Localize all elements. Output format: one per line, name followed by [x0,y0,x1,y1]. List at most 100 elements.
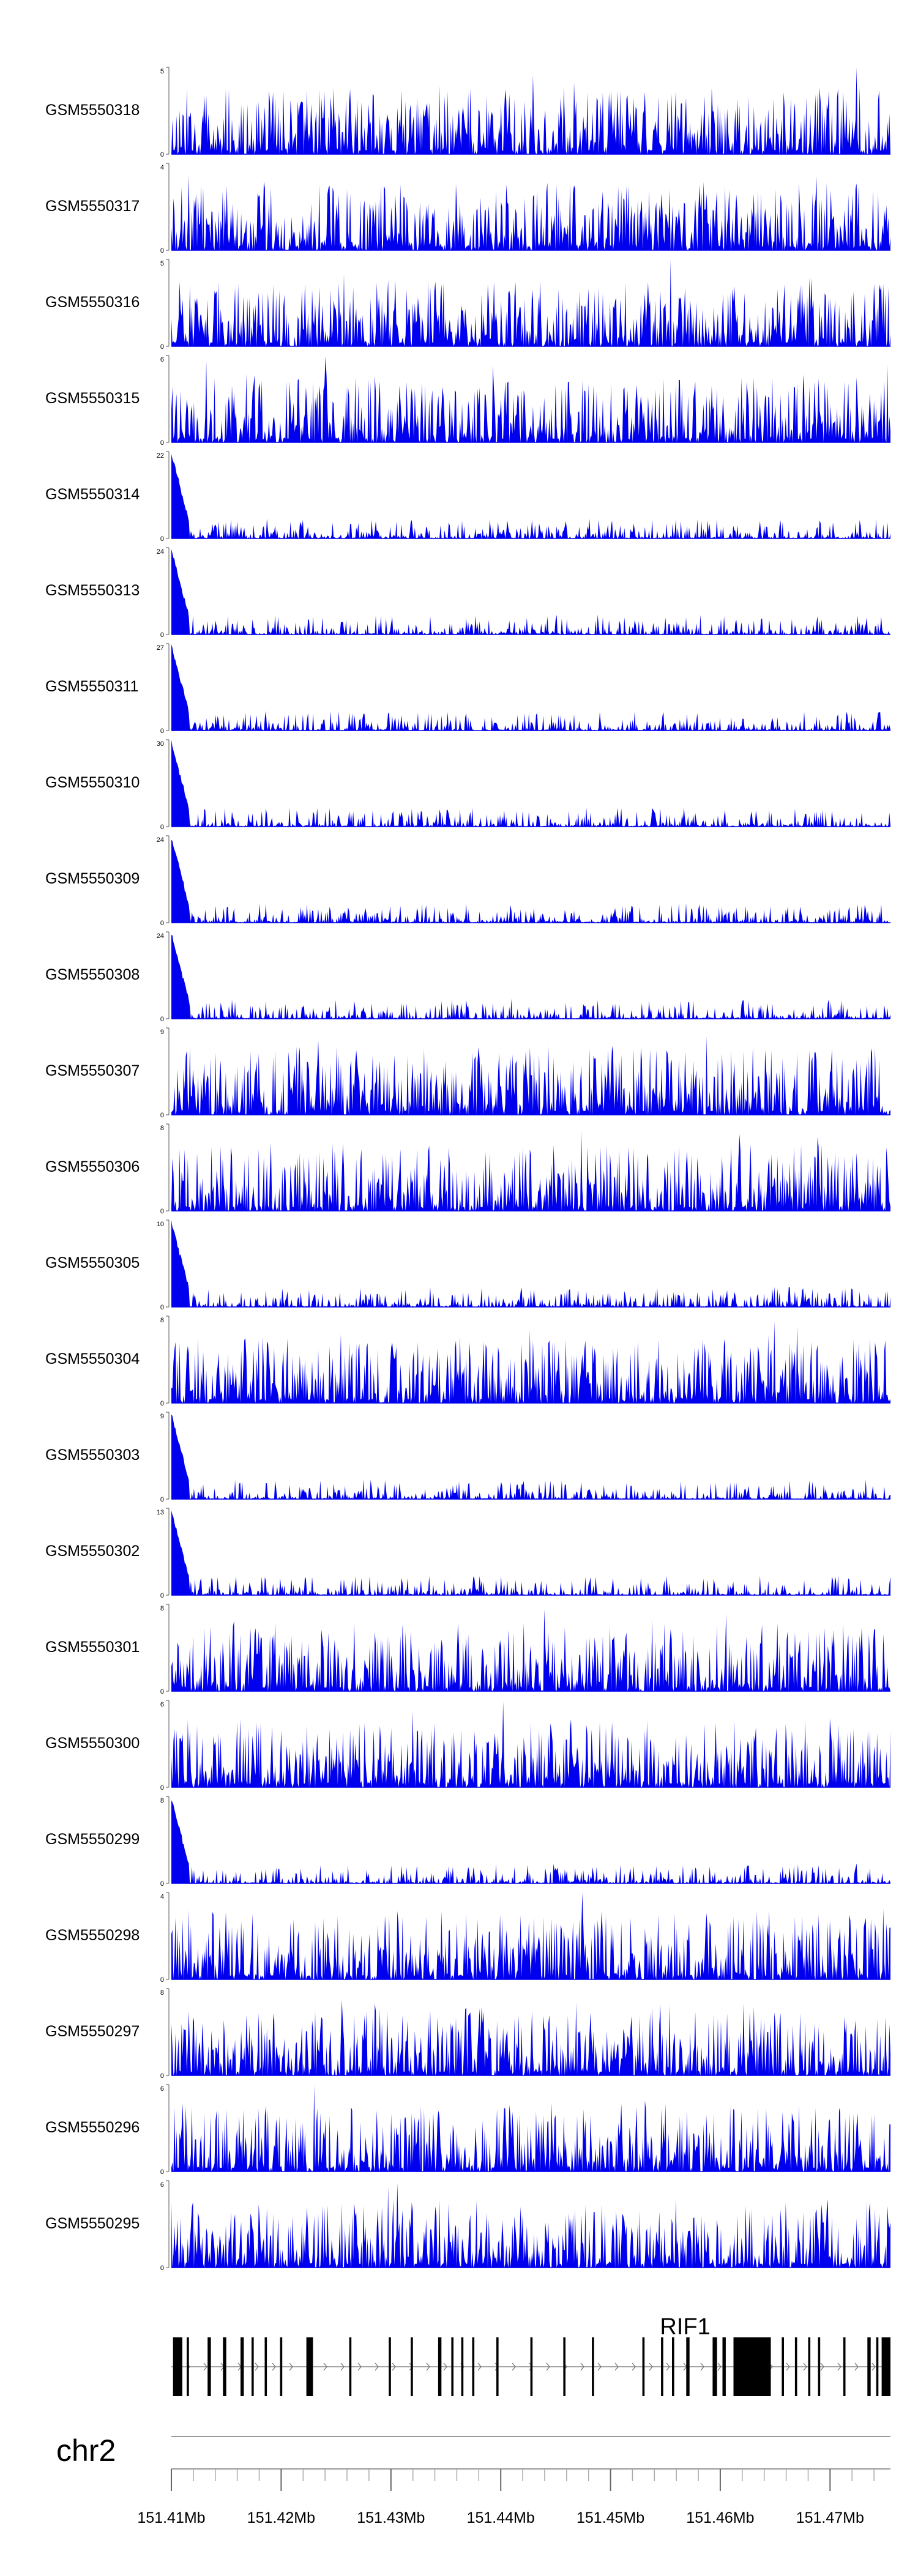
coverage-area [171,259,890,346]
coverage-area [171,356,890,442]
coverage-area [171,1414,890,1499]
strand-arrow [717,2362,722,2371]
exon [280,2337,283,2396]
exon [207,2337,211,2396]
exon [223,2337,226,2396]
coverage-area [171,2000,890,2075]
y-axis-max-label: 4 [160,1893,164,1900]
track-GSM5550311: GSM5550311 27 0 [45,643,890,735]
track-label: GSM5550315 [45,390,140,407]
track-label: GSM5550307 [45,1062,140,1079]
track-GSM5550295: GSM5550295 6 0 [45,2180,890,2272]
strand-arrow [477,2362,482,2371]
y-axis-max-label: 4 [160,164,164,171]
track-GSM5550304: GSM5550304 8 0 [45,1316,890,1407]
track-label: GSM5550317 [45,198,140,215]
y-axis-min-label: 0 [160,2072,164,2080]
y-axis-max-label: 27 [157,644,164,652]
genome-axis-tick-label: 151.45Mb [577,2509,644,2526]
coverage-area [171,1130,890,1211]
y-axis-min-label: 0 [160,343,164,351]
y-axis-min-label: 0 [160,2168,164,2176]
coverage-tracks: GSM555031850GSM555031740GSM555031650GSM5… [45,67,890,2272]
exon [496,2337,499,2396]
exon [808,2337,811,2396]
y-axis-min-label: 0 [160,1112,164,1119]
exon [722,2337,726,2396]
track-GSM5550307: GSM5550307 9 0 [45,1027,890,1119]
genome-axis-tick-label: 151.43Mb [357,2509,425,2526]
track-label: GSM5550314 [45,486,140,503]
y-axis-max-label: 8 [160,1989,164,1997]
track-label: GSM5550313 [45,582,140,599]
y-axis-max-label: 8 [160,1797,164,1804]
strand-arrow [272,2362,276,2371]
track-label: GSM5550300 [45,1735,140,1752]
y-axis-max-label: 8 [160,1317,164,1324]
track-label: GSM5550308 [45,966,140,983]
y-axis-max-label: 24 [157,932,164,940]
coverage-area [171,1220,890,1307]
exon [563,2337,565,2396]
track-GSM5550299: GSM5550299 8 0 [45,1796,890,1888]
coverage-area [171,1800,890,1883]
strand-arrow [289,2362,293,2371]
y-axis-max-label: 10 [157,1221,164,1228]
exon [438,2337,442,2396]
track-GSM5550318: GSM5550318 5 0 [45,67,890,158]
exon [252,2337,254,2396]
exon [411,2337,413,2396]
track-GSM5550297: GSM5550297 8 0 [45,1988,890,2080]
exon [782,2337,784,2396]
strand-arrow [649,2362,653,2371]
exon [461,2337,464,2396]
exon [187,2337,189,2396]
exon [264,2337,267,2396]
y-axis-min-label: 0 [160,535,164,543]
strand-arrow [666,2362,670,2371]
exon [173,2337,182,2396]
strand-arrow [614,2362,619,2371]
genome-axis-tick-label: 151.41Mb [137,2509,205,2526]
coverage-area [171,1893,890,1979]
coverage-area [171,1035,890,1115]
exon [867,2337,871,2396]
y-axis-min-label: 0 [160,1400,164,1407]
strand-arrow [820,2362,824,2371]
track-label: GSM5550318 [45,102,140,119]
y-axis-max-label: 24 [157,548,164,556]
track-GSM5550317: GSM5550317 4 0 [45,163,890,255]
track-label: GSM5550295 [45,2215,140,2232]
exon [876,2337,879,2396]
coverage-area [171,644,890,731]
exon [881,2337,890,2396]
exon [592,2337,594,2396]
strand-arrow [837,2362,842,2371]
exon [672,2337,674,2396]
exon [472,2337,475,2396]
genome-axis-tick-label: 151.44Mb [467,2509,535,2526]
strand-arrow [786,2362,790,2371]
coverage-area [171,2085,890,2172]
strand-arrow [700,2362,704,2371]
y-axis-min-label: 0 [160,1784,164,1792]
y-axis-min-label: 0 [160,631,164,639]
strand-arrow [803,2362,807,2371]
strand-arrow [580,2362,584,2371]
y-axis-min-label: 0 [160,151,164,158]
strand-arrow [323,2362,327,2371]
track-label: GSM5550297 [45,2023,140,2040]
track-label: GSM5550309 [45,870,140,887]
strand-arrow [426,2362,430,2371]
strand-arrows [186,2362,876,2371]
coverage-area [171,1701,890,1787]
coverage-area [171,67,890,154]
track-label: GSM5550310 [45,774,140,791]
exon [530,2337,533,2396]
y-axis-max-label: 6 [160,2181,164,2189]
track-GSM5550296: GSM5550296 6 0 [45,2084,890,2176]
y-axis-min-label: 0 [160,1304,164,1311]
y-axis-min-label: 0 [160,247,164,255]
track-label: GSM5550305 [45,1254,140,1271]
